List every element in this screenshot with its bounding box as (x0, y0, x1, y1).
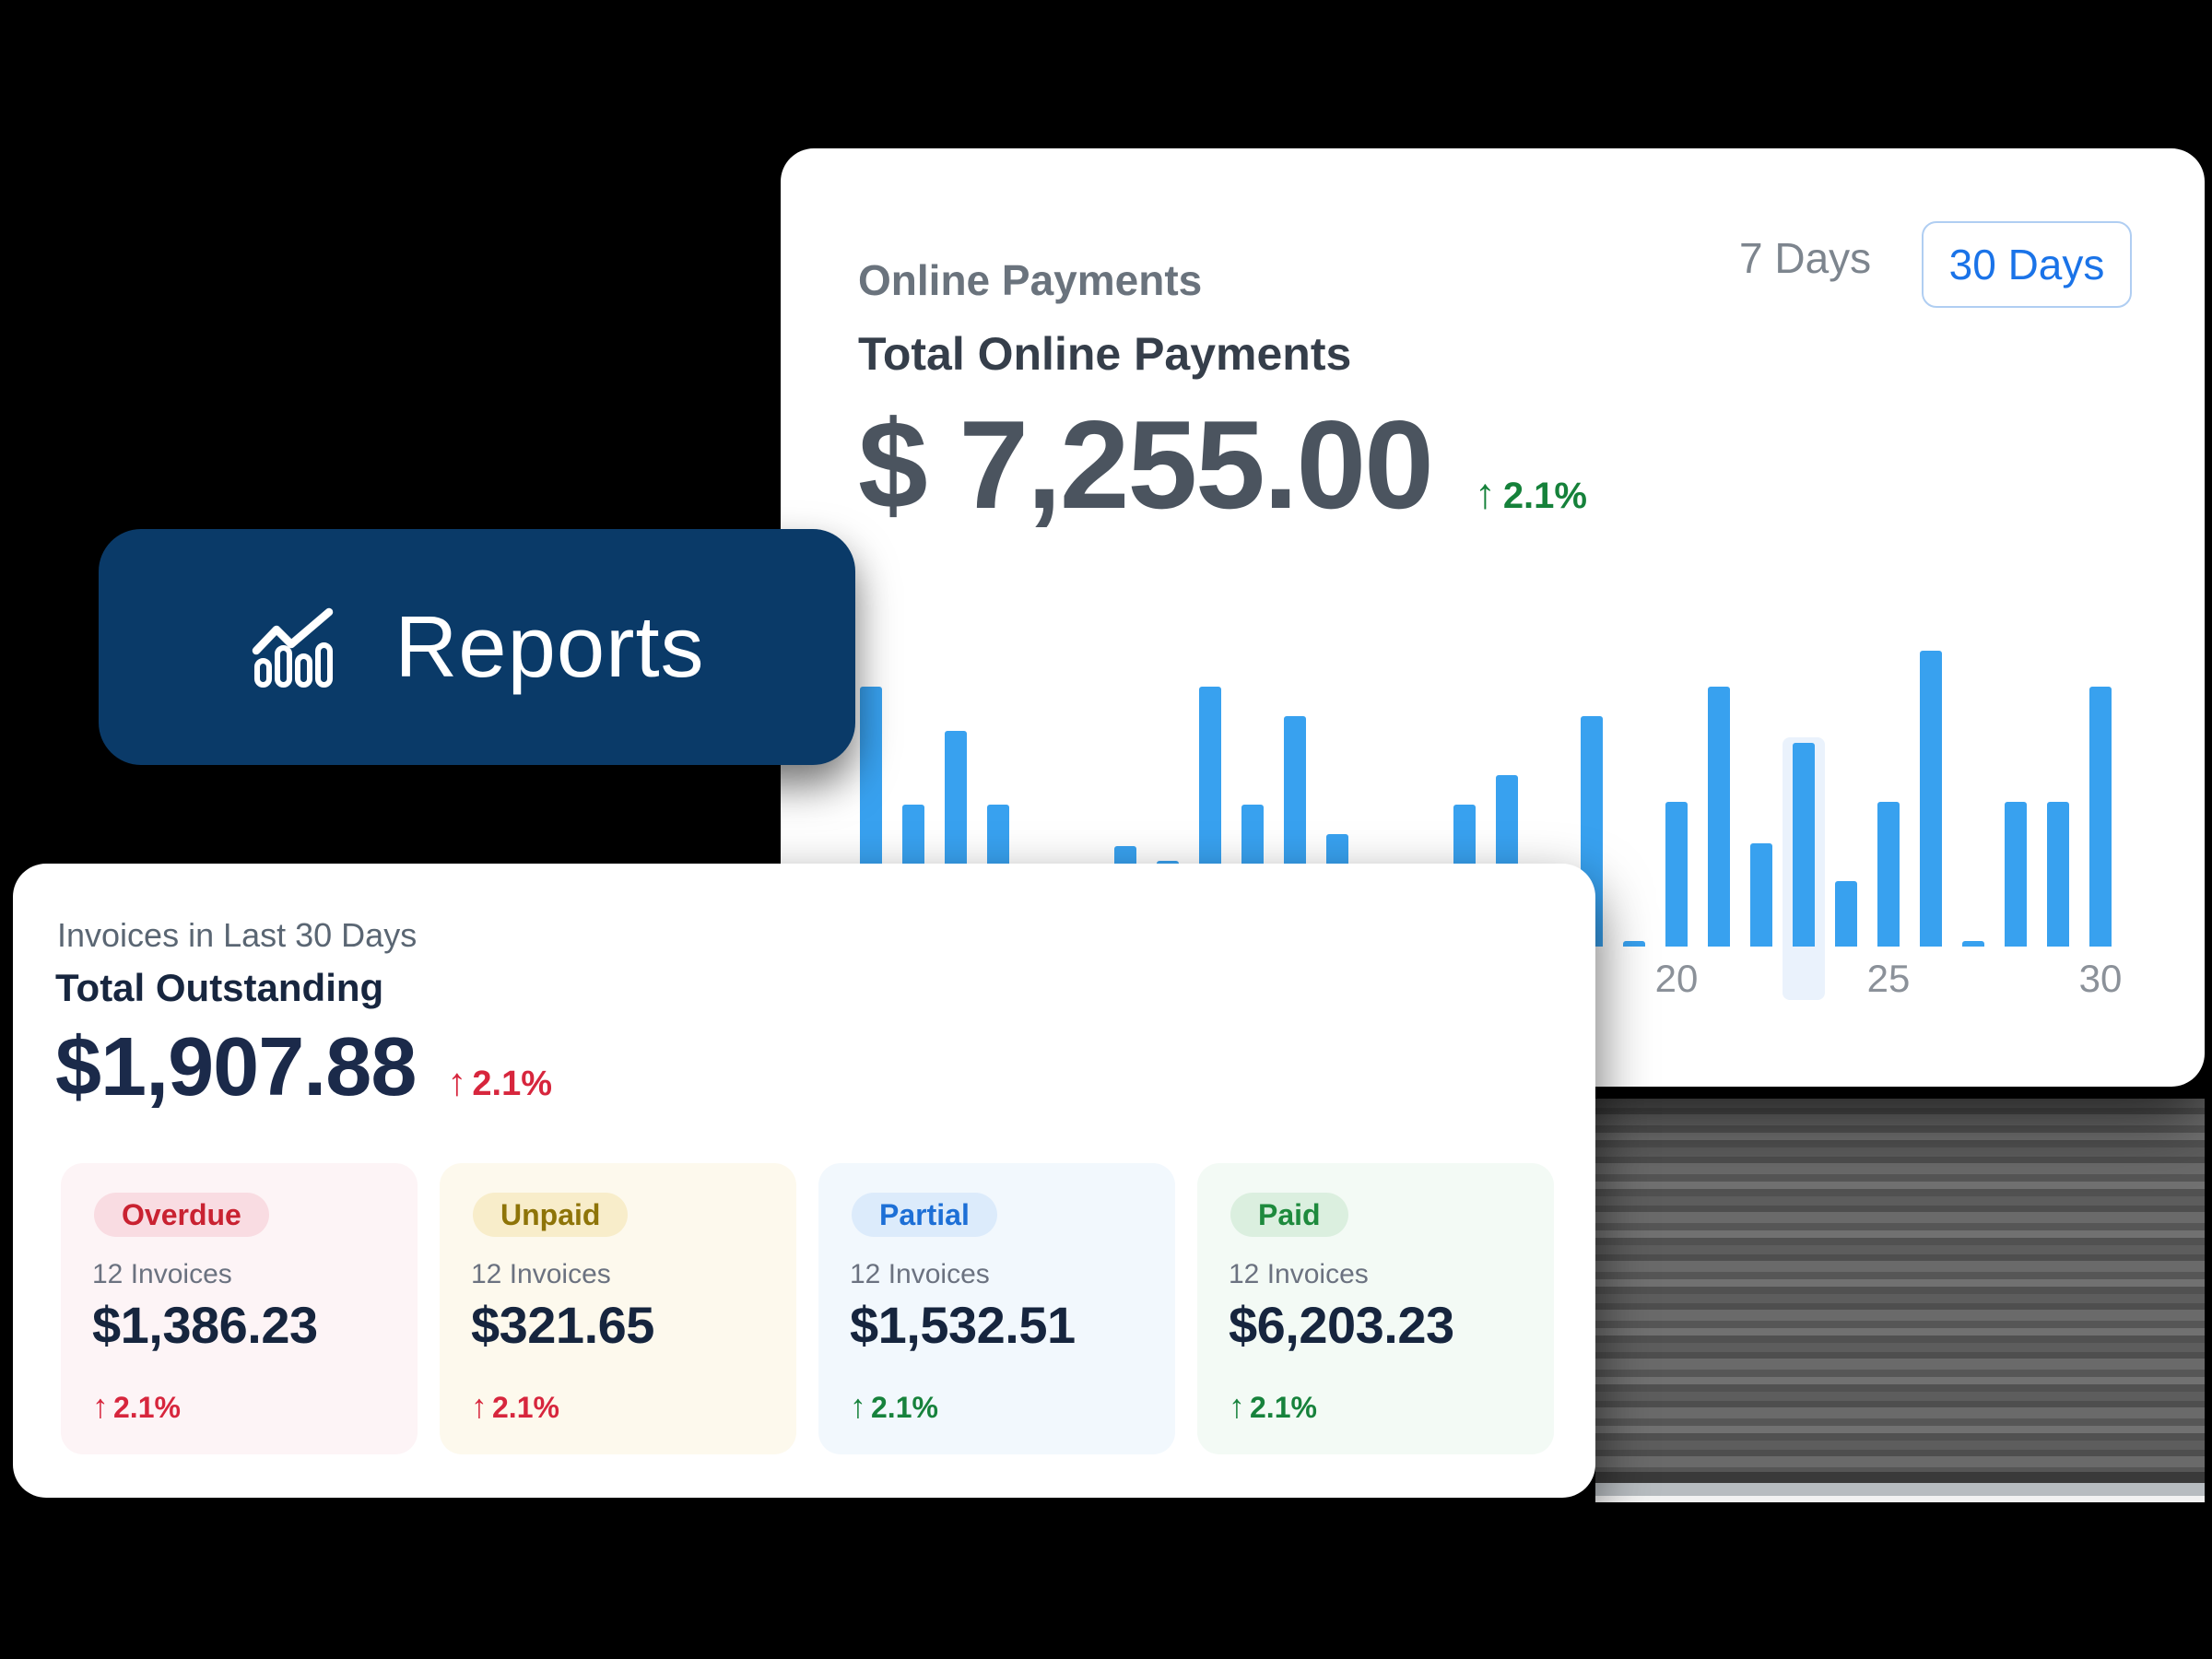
reports-button[interactable]: Reports (99, 529, 855, 765)
status-delta-value: 2.1% (871, 1391, 938, 1424)
status-delta: ↑ 2.1% (471, 1390, 559, 1423)
chart-bar-day-20[interactable] (1665, 802, 1688, 947)
status-chip-unpaid: Unpaid (473, 1193, 629, 1237)
glitch-stripe-dark-band (1595, 1472, 2205, 1483)
total-outstanding-delta: ↑ 2.1% (447, 1060, 553, 1103)
range-toggle-30-days[interactable]: 30 Days (1922, 221, 2132, 308)
status-tile-overdue: Overdue 12 Invoices $1,386.23 ↑ 2.1% (61, 1163, 418, 1454)
status-delta-value: 2.1% (113, 1391, 181, 1424)
status-invoice-count: 12 Invoices (471, 1259, 611, 1289)
status-invoice-count: 12 Invoices (92, 1259, 232, 1289)
trend-bars-chart-icon (249, 603, 337, 691)
invoices-card-title: Invoices in Last 30 Days (57, 916, 418, 954)
status-amount: $321.65 (471, 1296, 654, 1354)
total-outstanding-delta-value: 2.1% (472, 1065, 553, 1103)
chart-bar-day-22[interactable] (1750, 843, 1772, 947)
chart-bar-day-30[interactable] (2089, 687, 2112, 947)
status-tile-unpaid: Unpaid 12 Invoices $321.65 ↑ 2.1% (440, 1163, 796, 1454)
status-tile-paid: Paid 12 Invoices $6,203.23 ↑ 2.1% (1197, 1163, 1554, 1454)
up-arrow-icon: ↑ (447, 1060, 467, 1103)
online-payments-delta-value: 2.1% (1502, 476, 1587, 516)
status-delta: ↑ 2.1% (1229, 1390, 1317, 1423)
status-chip-overdue: Overdue (94, 1193, 269, 1237)
x-axis-tick-25: 25 (1866, 957, 1911, 1000)
status-chip-partial: Partial (852, 1193, 997, 1237)
status-invoice-count: 12 Invoices (850, 1259, 990, 1289)
status-delta: ↑ 2.1% (92, 1390, 181, 1423)
chart-bar-day-28[interactable] (2005, 802, 2027, 947)
x-axis-tick-30: 30 (2078, 957, 2123, 1000)
range-toggle-7-days[interactable]: 7 Days (1739, 234, 1872, 282)
x-axis-tick-20: 20 (1654, 957, 1699, 1000)
status-invoice-count: 12 Invoices (1229, 1259, 1369, 1289)
total-outstanding-label: Total Outstanding (55, 966, 384, 1009)
chart-bar-day-29[interactable] (2047, 802, 2069, 947)
status-amount: $1,386.23 (92, 1296, 318, 1354)
chart-bar-day-23[interactable] (1793, 743, 1815, 947)
invoice-status-tiles: Overdue 12 Invoices $1,386.23 ↑ 2.1% Unpaid 12… (61, 1163, 1554, 1454)
chart-bar-day-25[interactable] (1877, 802, 1900, 947)
reports-button-label: Reports (394, 598, 705, 695)
chart-bar-day-26[interactable] (1920, 651, 1942, 947)
total-outstanding-value: $1,907.88 (55, 1021, 417, 1113)
up-arrow-icon: ↑ (1474, 469, 1496, 517)
glitch-stripe-white-band (1595, 1496, 2205, 1502)
total-online-payments-label: Total Online Payments (858, 328, 1352, 380)
online-payments-title: Online Payments (858, 256, 1203, 305)
status-chip-paid: Paid (1230, 1193, 1348, 1237)
chart-bar-day-24[interactable] (1835, 881, 1857, 947)
online-payments-delta: ↑ 2.1% (1475, 472, 1587, 514)
chart-bar-day-27[interactable] (1962, 941, 1984, 947)
up-arrow-icon: ↑ (471, 1387, 488, 1425)
glitch-stripes-artifact (1595, 1099, 2205, 1502)
up-arrow-icon: ↑ (1229, 1387, 1245, 1425)
chart-bar-day-19[interactable] (1623, 941, 1645, 947)
status-amount: $6,203.23 (1229, 1296, 1454, 1354)
status-delta-value: 2.1% (492, 1391, 559, 1424)
total-online-payments-row: $ 7,255.00 ↑ 2.1% (858, 402, 1587, 527)
status-delta-value: 2.1% (1250, 1391, 1317, 1424)
up-arrow-icon: ↑ (850, 1387, 866, 1425)
up-arrow-icon: ↑ (92, 1387, 109, 1425)
total-outstanding-row: $1,907.88 ↑ 2.1% (55, 1026, 552, 1109)
invoices-card: Invoices in Last 30 Days Total Outstandi… (13, 864, 1595, 1498)
glitch-stripe-light-band (1595, 1483, 2205, 1496)
status-tile-partial: Partial 12 Invoices $1,532.51 ↑ 2.1% (818, 1163, 1175, 1454)
status-amount: $1,532.51 (850, 1296, 1076, 1354)
status-delta: ↑ 2.1% (850, 1390, 938, 1423)
total-online-payments-value: $ 7,255.00 (858, 394, 1434, 535)
chart-bar-day-21[interactable] (1708, 687, 1730, 947)
